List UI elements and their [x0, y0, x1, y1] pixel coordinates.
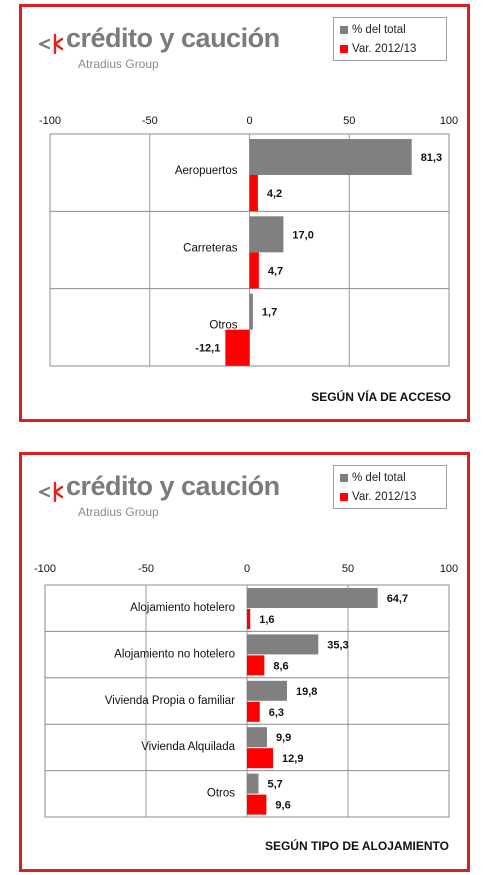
category-label: Carreteras — [183, 242, 238, 254]
chart-legend: % del total Var. 2012/13 — [333, 465, 447, 509]
bar-variation — [249, 252, 259, 289]
tick-label: -100 — [34, 563, 56, 575]
tick-label: -50 — [142, 115, 158, 127]
data-label-variation: 6,3 — [269, 707, 284, 719]
data-label-total: 64,7 — [387, 593, 408, 605]
brand-subtitle: Atradius Group — [78, 57, 159, 71]
chart-title: SEGÚN TIPO DE ALOJAMIENTO — [264, 839, 449, 853]
bar-variation — [225, 329, 250, 366]
bar-total — [247, 588, 378, 608]
data-label-total: 9,9 — [276, 732, 291, 744]
data-label-total: 17,0 — [292, 229, 313, 241]
tick-label: 100 — [440, 115, 458, 127]
tick-label: 50 — [343, 115, 355, 127]
category-label: Alojamiento no hotelero — [114, 648, 235, 660]
bar-variation — [247, 609, 251, 629]
data-label-total: 81,3 — [421, 152, 442, 164]
brand-name: crédito y caución — [66, 23, 280, 53]
chart-title: SEGÚN VÍA DE ACCESO — [311, 390, 451, 404]
bar-total — [247, 634, 319, 655]
bar-total — [247, 680, 287, 701]
category-label: Vivienda Propia o familiar — [105, 695, 235, 707]
legend-swatch-gray — [340, 26, 348, 34]
tick-label: 0 — [244, 563, 250, 575]
data-label-variation: 4,7 — [268, 265, 283, 277]
legend-swatch-red — [340, 493, 348, 501]
legend-swatch-red — [340, 45, 348, 53]
data-label-variation: 12,9 — [282, 753, 303, 765]
bar-total — [247, 727, 267, 748]
category-label: Otros — [207, 788, 235, 800]
chart-panel-tipo-alojamiento: crédito y caución Atradius Group % del t… — [19, 452, 470, 872]
data-label-variation: 1,6 — [259, 614, 274, 626]
data-label-total: 35,3 — [327, 639, 348, 651]
legend-label: % del total — [352, 472, 406, 484]
category-label: Alojamiento hotelero — [130, 602, 235, 614]
bar-variation — [249, 175, 258, 211]
brand-subtitle: Atradius Group — [78, 505, 159, 519]
brand-name: crédito y caución — [66, 471, 280, 501]
category-label: Otros — [209, 320, 237, 332]
bar-variation — [247, 794, 267, 815]
bar-total — [247, 773, 259, 794]
legend-swatch-gray — [340, 474, 348, 482]
data-label-total: 19,8 — [296, 686, 317, 698]
tick-label: 50 — [342, 563, 354, 575]
tick-label: 100 — [440, 563, 458, 575]
bar-variation — [247, 748, 274, 769]
data-label-variation: -12,1 — [195, 343, 220, 355]
legend-item-var: Var. 2012/13 — [340, 41, 416, 57]
chart-via-acceso: -100 -50 0 50 100 81,3 4,2 Aeropuertos 17,0 4,7 Ca… — [39, 115, 458, 367]
bar-total — [249, 293, 253, 330]
chart-tipo-alojamiento: -100 -50 0 50 100 64,7 1,6 Alojamiento hotelero… — [34, 563, 458, 818]
brand-mark-icon — [38, 481, 64, 503]
legend-item-total: % del total — [340, 22, 406, 38]
data-label-variation: 9,6 — [275, 800, 290, 812]
tick-label: 0 — [246, 115, 252, 127]
tick-label: -100 — [39, 115, 61, 127]
legend-item-var: Var. 2012/13 — [340, 489, 416, 505]
bar-variation — [247, 655, 265, 676]
tick-label: -50 — [138, 563, 154, 575]
legend-item-total: % del total — [340, 470, 406, 486]
category-label: Aeropuertos — [175, 165, 238, 177]
legend-label: Var. 2012/13 — [352, 43, 417, 55]
data-label-variation: 4,2 — [267, 188, 282, 200]
data-label-total: 1,7 — [262, 307, 277, 319]
data-label-variation: 8,6 — [273, 660, 288, 672]
chart-panel-via-acceso: crédito y caución Atradius Group % del t… — [19, 4, 470, 422]
brand-mark-icon — [38, 33, 64, 55]
bar-total — [249, 139, 412, 175]
chart-legend: % del total Var. 2012/13 — [333, 17, 447, 61]
bar-total — [249, 216, 284, 253]
data-label-total: 5,7 — [268, 779, 283, 791]
category-label: Vivienda Alquilada — [141, 741, 235, 753]
legend-label: % del total — [352, 24, 406, 36]
legend-label: Var. 2012/13 — [352, 491, 417, 503]
bar-variation — [247, 701, 260, 722]
